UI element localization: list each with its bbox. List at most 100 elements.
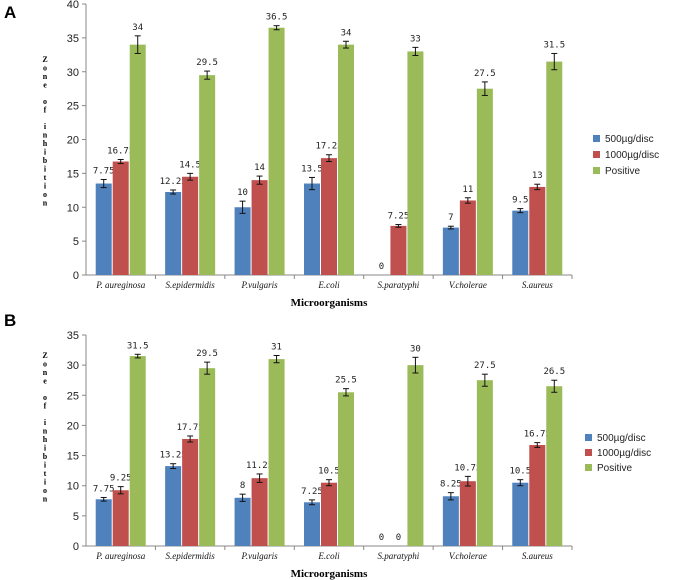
y-axis-label-char: Z — [42, 55, 47, 64]
data-label: 16.75 — [524, 430, 551, 440]
bar-1000gdisc — [459, 200, 476, 275]
x-tick-label: S.epidermidis — [166, 280, 216, 290]
bar-500gdisc — [442, 496, 459, 546]
y-tick-label: 30 — [67, 360, 79, 372]
data-label: 11.25 — [246, 461, 273, 471]
bar-1000gdisc — [321, 158, 337, 275]
bar-1000gdisc — [112, 490, 129, 546]
y-tick-label: 25 — [67, 390, 79, 402]
y-axis-label-char: b — [43, 452, 48, 461]
bar-positive — [338, 44, 354, 276]
data-label: 31.5 — [543, 40, 565, 50]
x-tick-label: E.coli — [317, 551, 340, 561]
y-axis-label-char: i — [44, 182, 47, 191]
data-label: 34 — [341, 28, 352, 38]
data-label: 0 — [396, 533, 401, 543]
bar-500gdisc — [234, 497, 251, 546]
data-label: 7.75 — [93, 484, 115, 494]
bar-1000gdisc — [529, 445, 546, 546]
y-axis-label-char: o — [43, 190, 47, 199]
x-tick-label: S.aureus — [522, 551, 553, 561]
data-label: 7.75 — [93, 166, 115, 176]
y-tick-label: 10 — [67, 481, 79, 493]
data-label: 34 — [132, 23, 143, 33]
bar-positive — [199, 368, 216, 546]
data-label: 30 — [410, 344, 421, 354]
y-axis-label-char: i — [44, 461, 47, 470]
bar-500gdisc — [234, 207, 251, 275]
y-tick-label: 35 — [67, 33, 79, 45]
data-label: 33 — [410, 34, 421, 44]
legend-swatch — [585, 434, 592, 441]
x-tick-label: S.aureus — [522, 280, 553, 290]
data-label: 27.5 — [474, 69, 496, 79]
data-label: 13 — [532, 171, 543, 181]
legend-swatch — [593, 151, 600, 158]
bar-positive — [407, 365, 424, 546]
x-tick-label: E.coli — [317, 280, 340, 290]
bar-500gdisc — [304, 502, 320, 546]
bar-positive — [268, 27, 285, 276]
y-axis-label-char: Z — [42, 351, 47, 360]
y-tick-label: 20 — [67, 135, 79, 147]
y-tick-label: 0 — [73, 541, 79, 553]
panel-letter: A — [4, 3, 16, 22]
data-label: 13.5 — [301, 164, 323, 174]
y-tick-label: 15 — [67, 451, 79, 463]
bar-500gdisc — [512, 210, 529, 275]
data-label: 0 — [379, 533, 384, 543]
data-label: 26.5 — [543, 367, 565, 377]
y-tick-label: 40 — [67, 0, 79, 11]
data-label: 14.5 — [179, 160, 201, 170]
bar-500gdisc — [304, 183, 320, 275]
y-axis-label-char: e — [43, 81, 47, 90]
bar-500gdisc — [165, 466, 182, 546]
legend-label: 1000µg/disc — [605, 150, 659, 161]
x-tick-label: P.vulgaris — [241, 280, 279, 290]
data-label: 31 — [271, 342, 282, 352]
y-tick-label: 20 — [67, 420, 79, 432]
legend-label: 1000µg/disc — [597, 448, 651, 459]
bar-1000gdisc — [459, 481, 476, 546]
y-axis-label-char: o — [43, 64, 47, 73]
data-label: 8 — [240, 481, 245, 491]
y-axis-label-char: i — [44, 148, 47, 157]
bar-positive — [476, 88, 493, 275]
y-axis-label-char: n — [43, 72, 48, 81]
bar-positive — [268, 359, 285, 546]
data-label: 9.25 — [110, 474, 132, 484]
bar-1000gdisc — [182, 176, 199, 275]
y-tick-label: 5 — [73, 236, 79, 248]
x-axis-title: Microorganisms — [291, 297, 369, 309]
bar-1000gdisc — [251, 180, 268, 275]
data-label: 10.5 — [318, 467, 340, 477]
y-axis-label-char: o — [43, 97, 47, 106]
x-tick-label: S.epidermidis — [166, 551, 216, 561]
bar-500gdisc — [95, 499, 112, 546]
bar-500gdisc — [512, 482, 529, 546]
bar-positive — [338, 392, 354, 546]
y-axis-label-char: o — [43, 393, 47, 402]
bar-500gdisc — [165, 192, 182, 275]
data-label: 10.5 — [509, 467, 531, 477]
y-axis-label-char: e — [43, 377, 47, 386]
y-axis-label-char: h — [43, 139, 48, 148]
data-label: 25.5 — [335, 376, 357, 386]
y-axis-label-char: i — [44, 418, 47, 427]
bar-positive — [546, 61, 563, 276]
legend-swatch — [593, 135, 600, 142]
data-label: 13.25 — [160, 451, 187, 461]
y-axis-label-char: n — [43, 199, 48, 208]
y-axis-label-char: f — [44, 106, 47, 115]
legend-swatch — [593, 167, 600, 174]
y-axis-label-char: i — [44, 165, 47, 174]
x-tick-label: S.paratyphi — [378, 551, 420, 561]
bar-1000gdisc — [529, 186, 546, 275]
y-axis-label-char: n — [43, 131, 48, 140]
x-tick-label: P. aureginosa — [95, 551, 146, 561]
y-axis-label-char: o — [43, 486, 47, 495]
bar-1000gdisc — [251, 478, 268, 546]
data-label: 10 — [237, 188, 248, 198]
